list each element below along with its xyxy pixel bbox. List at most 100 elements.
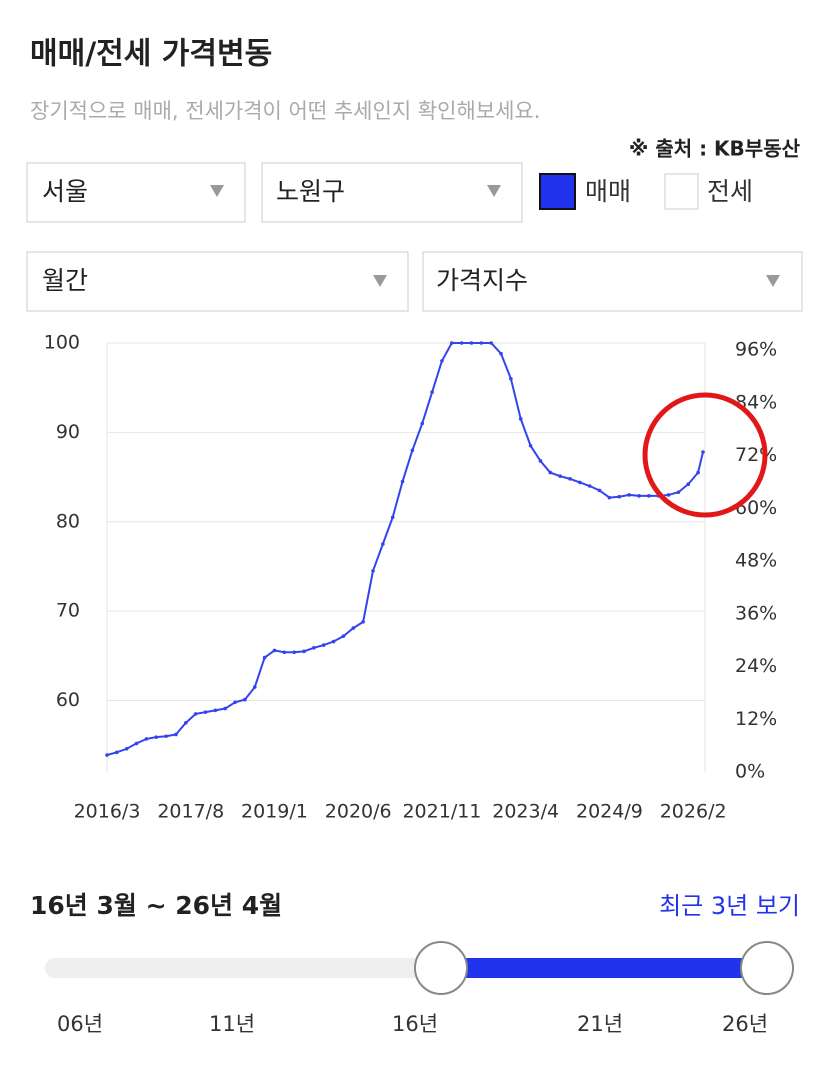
data-point xyxy=(548,470,553,475)
y-tick-label: 100 xyxy=(44,332,80,354)
data-point xyxy=(361,620,365,624)
data-point xyxy=(400,479,405,484)
slider-tick-label: 16년 xyxy=(392,1012,438,1036)
data-point xyxy=(509,376,513,381)
data-point xyxy=(489,341,493,345)
checkbox[interactable] xyxy=(664,173,699,210)
range-label: 16년 3월 ~ 26년 4월 xyxy=(30,891,282,920)
slider-range xyxy=(441,958,767,978)
select-box[interactable] xyxy=(26,162,246,223)
data-point xyxy=(390,515,395,520)
data-point xyxy=(381,542,385,546)
data-point xyxy=(627,493,631,497)
recent-button[interactable]: 최근 3년 보기 xyxy=(659,892,800,920)
x-tick-label: 2019/1 xyxy=(241,801,308,823)
data-point xyxy=(321,643,326,647)
select-text[interactable]: 가격지수 xyxy=(436,266,528,295)
data-point xyxy=(282,650,287,655)
arrow[interactable] xyxy=(766,275,780,287)
slider-handle[interactable] xyxy=(740,941,794,995)
metric-select[interactable]: 가격지수 xyxy=(422,251,803,312)
x-tick-label: 2021/11 xyxy=(402,801,481,823)
data-point xyxy=(696,470,700,475)
data-point xyxy=(597,488,602,493)
data-point xyxy=(233,700,237,705)
data-point xyxy=(701,450,705,454)
data-point xyxy=(578,480,582,485)
y-tick-label: 80 xyxy=(56,510,80,532)
data-point xyxy=(666,493,671,497)
data-point xyxy=(302,649,306,654)
arrow[interactable] xyxy=(487,185,501,197)
data-point xyxy=(223,706,228,711)
slider-ticks: 06년 11년 16년 21년 26년 xyxy=(57,1012,768,1036)
checkbox[interactable] xyxy=(539,173,576,210)
data-point xyxy=(459,341,464,345)
data-point xyxy=(351,626,356,630)
data-point xyxy=(272,648,277,653)
data-point xyxy=(686,482,691,487)
slider-tick-label: 06년 xyxy=(57,1012,103,1036)
y2-tick-label: 36% xyxy=(735,602,777,624)
select-text[interactable]: 서울 xyxy=(42,177,88,206)
x-tick-label: 2020/6 xyxy=(325,801,392,823)
data-point xyxy=(676,490,681,495)
legend-label[interactable]: 매매 xyxy=(585,177,631,206)
data-point xyxy=(164,734,168,739)
sale-check[interactable]: 매매 xyxy=(539,173,631,210)
select-box[interactable] xyxy=(261,162,523,223)
data-point xyxy=(134,741,139,746)
data-point xyxy=(144,737,149,741)
slider-tick-label: 11년 xyxy=(209,1012,255,1036)
y-tick-label: 70 xyxy=(56,600,80,622)
data-point xyxy=(371,569,375,573)
data-point xyxy=(203,710,208,714)
data-point xyxy=(174,732,178,737)
data-point xyxy=(538,459,543,463)
data-point xyxy=(430,390,434,394)
data-point xyxy=(105,753,109,757)
y2-tick-label: 12% xyxy=(735,708,777,730)
data-point xyxy=(617,494,622,499)
data-point xyxy=(292,650,296,655)
slider-handle[interactable] xyxy=(414,941,468,995)
highlight-circle xyxy=(642,392,768,518)
y2-tick-label: 0% xyxy=(735,761,765,783)
data-point xyxy=(449,341,454,345)
region-select[interactable]: 서울 xyxy=(26,162,246,223)
data-point xyxy=(243,697,247,702)
data-point xyxy=(124,746,129,751)
data-point xyxy=(115,750,119,755)
y2-tick-label: 96% xyxy=(735,339,777,361)
select-box[interactable] xyxy=(26,251,409,312)
slider-tick-label: 21년 xyxy=(577,1012,623,1036)
x-tick-label: 2023/4 xyxy=(492,801,559,823)
data-point xyxy=(647,494,651,498)
arrow[interactable] xyxy=(210,185,224,197)
data-point xyxy=(341,634,346,638)
data-point xyxy=(499,351,503,356)
select-text[interactable]: 노원구 xyxy=(276,177,345,206)
arrow[interactable] xyxy=(373,275,387,287)
district-select[interactable]: 노원구 xyxy=(261,162,523,223)
x-tick-label: 2024/9 xyxy=(576,801,643,823)
data-point xyxy=(420,421,425,426)
data-point xyxy=(252,685,257,689)
jeonse-check[interactable]: 전세 xyxy=(664,173,753,210)
chart: 607080901000%12%24%36%48%60%72%84%96%201… xyxy=(44,332,778,823)
period-select[interactable]: 월간 xyxy=(26,251,409,312)
data-point xyxy=(479,341,484,345)
select-text[interactable]: 월간 xyxy=(42,266,88,295)
slider-tick-label: 26년 xyxy=(722,1012,768,1036)
y2-tick-label: 48% xyxy=(735,550,777,572)
y-tick-label: 60 xyxy=(56,689,80,711)
data-point xyxy=(558,474,562,478)
data-point xyxy=(568,477,572,481)
data-point xyxy=(154,735,159,739)
select-box[interactable] xyxy=(422,251,803,312)
x-tick-label: 2016/3 xyxy=(74,801,141,823)
check-label[interactable]: 전세 xyxy=(707,177,753,206)
data-point xyxy=(262,655,267,660)
data-point xyxy=(312,645,316,650)
x-tick-label: 2026/2 xyxy=(660,801,727,823)
